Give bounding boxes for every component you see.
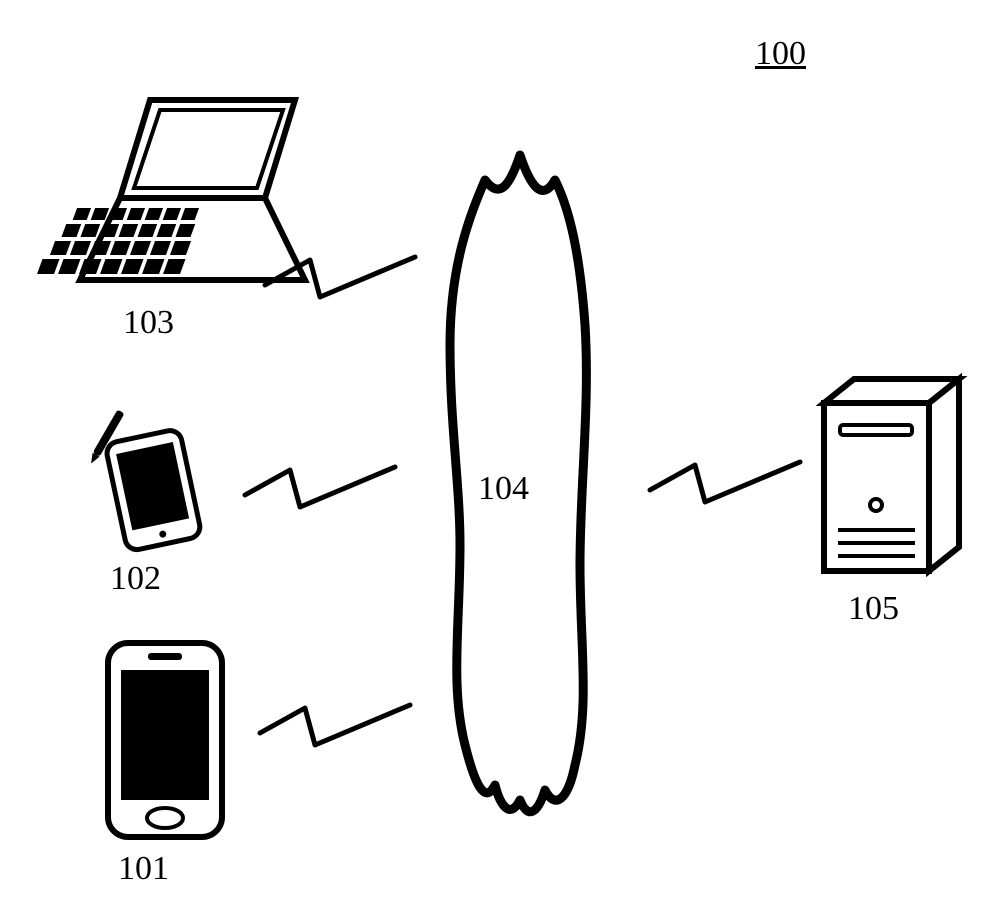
diagram-canvas: 100 101 102 [0,0,1000,915]
link-tablet-cloud [245,455,400,525]
smartphone-icon [105,640,225,840]
link-cloud-server [650,450,805,520]
link-phone-cloud [260,693,415,763]
link-laptop-cloud [265,245,420,315]
server-label: 105 [848,590,899,628]
figure-title-text: 100 [755,35,806,72]
smartphone-label: 101 [118,850,169,888]
cloud-label: 104 [478,470,529,508]
figure-title: 100 [755,35,806,73]
server-icon [820,375,965,575]
tablet-label: 102 [110,560,161,598]
laptop-label: 103 [123,304,174,342]
tablet-icon [95,418,205,558]
